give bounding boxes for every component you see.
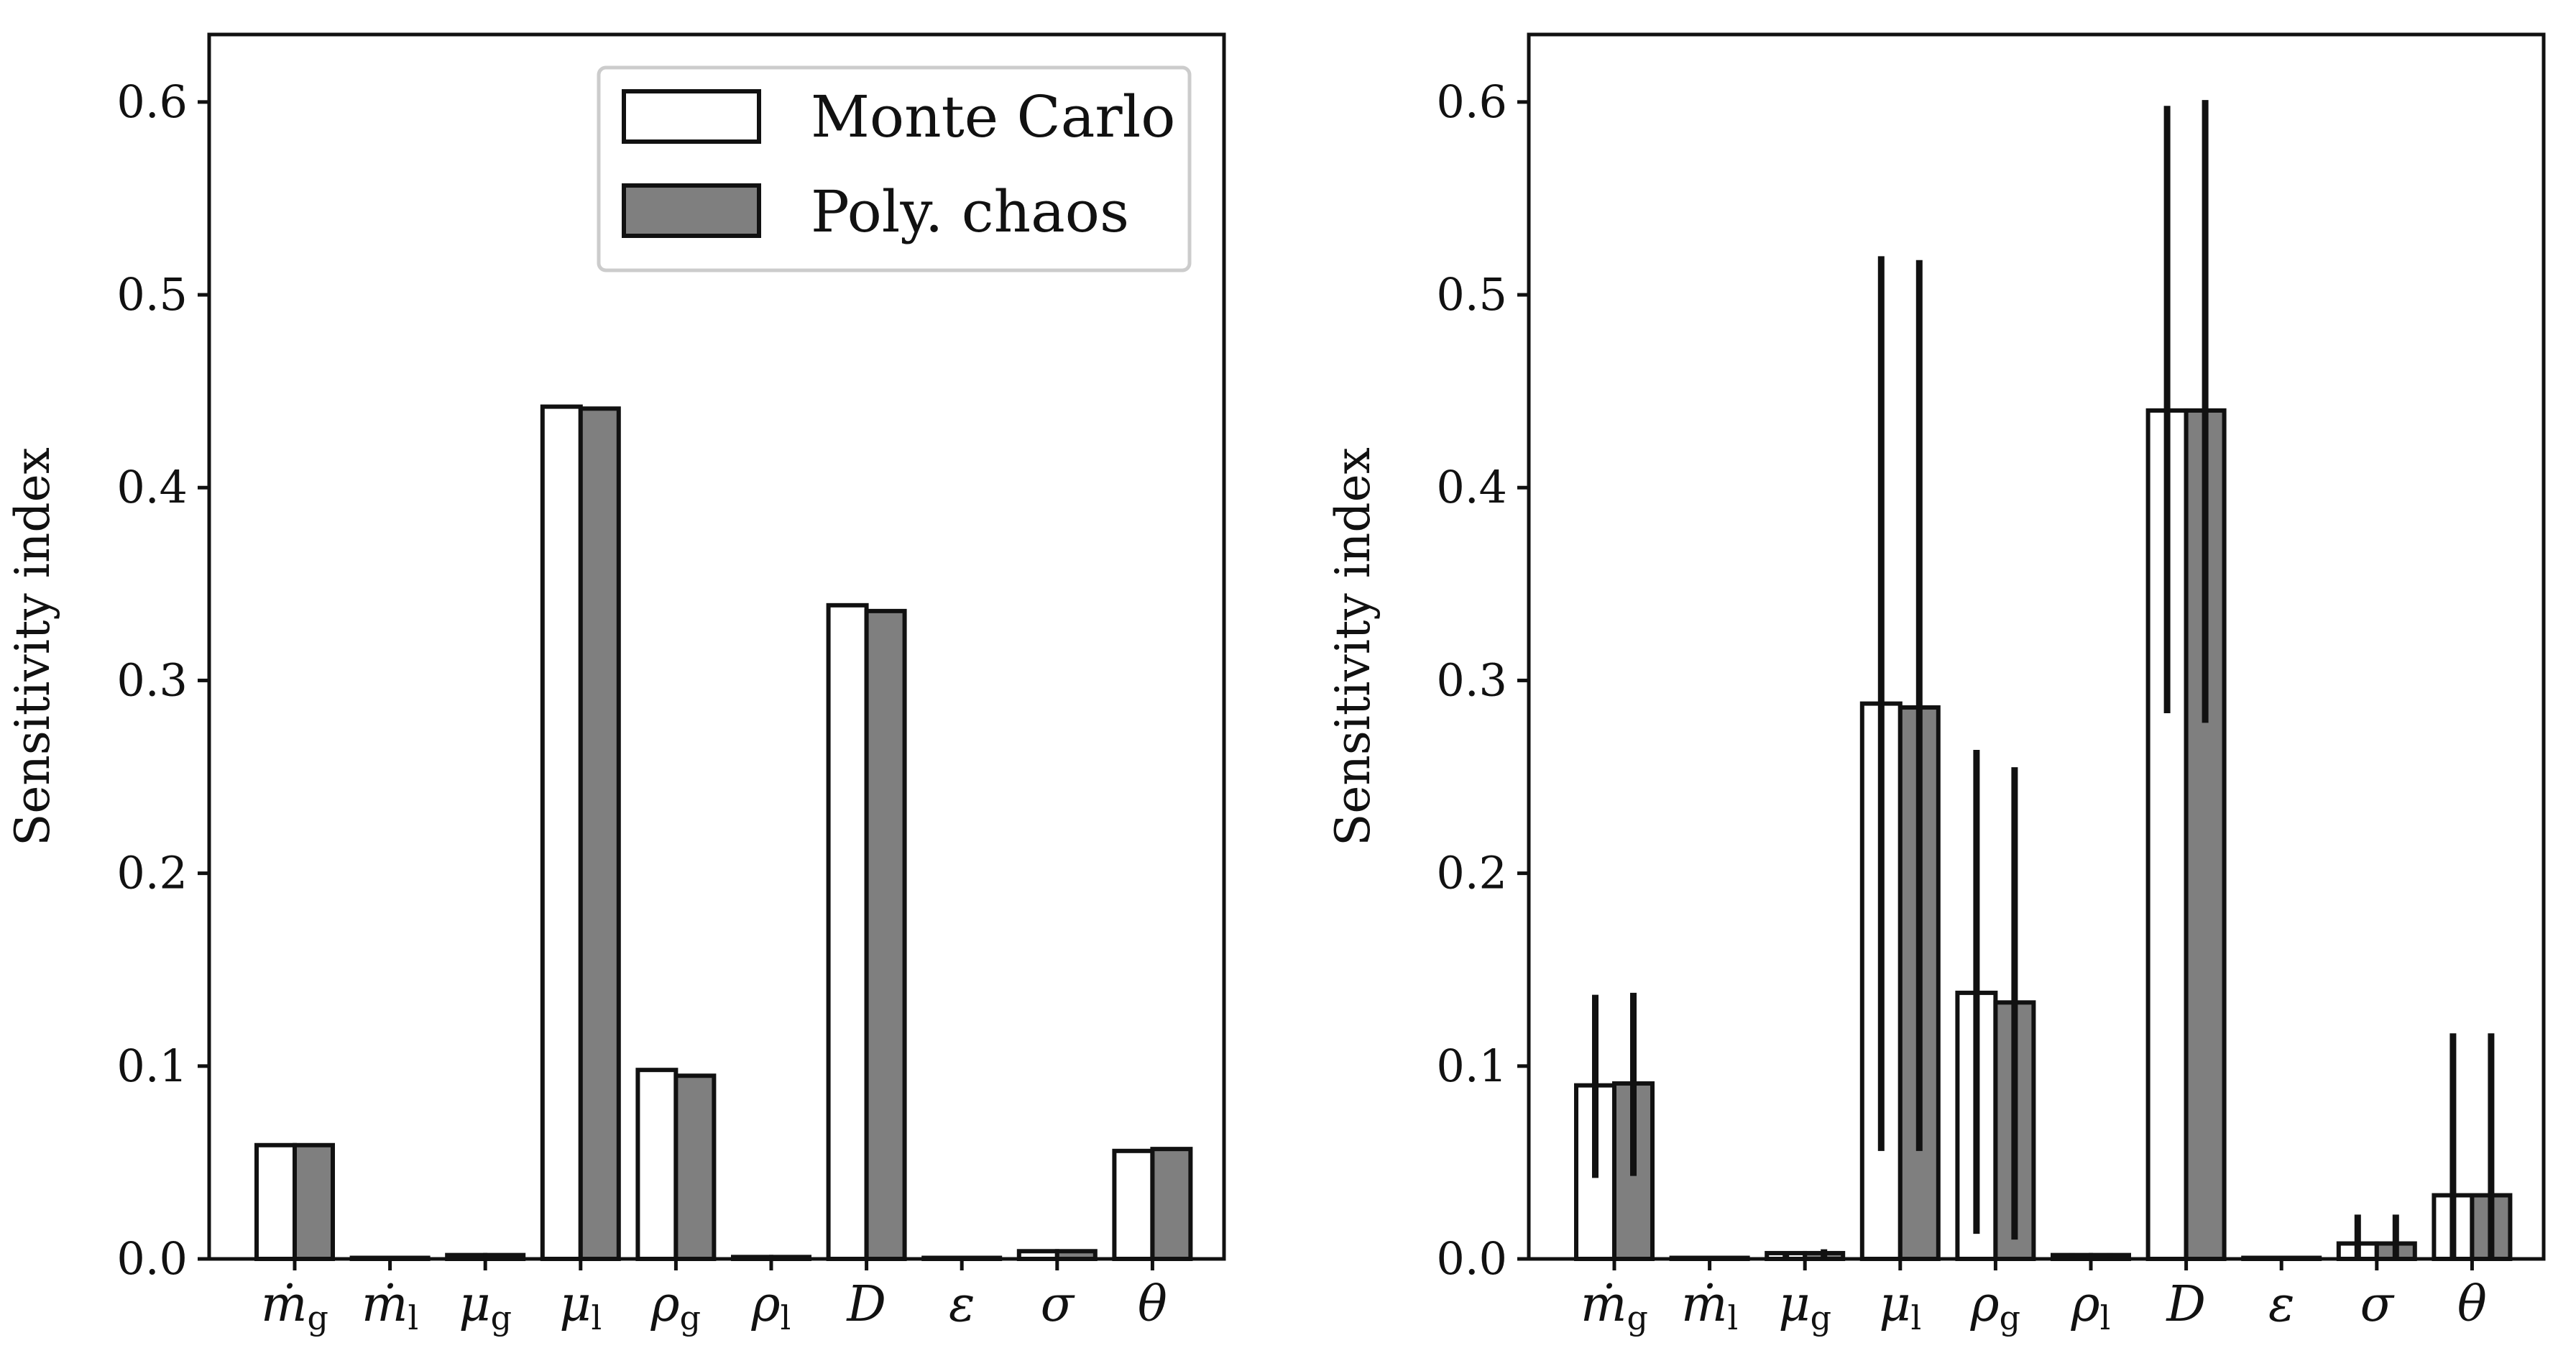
legend-swatch-poly-chaos — [622, 183, 761, 238]
plot-frame — [1527, 32, 2546, 1261]
x-tick-label: ṁg — [1581, 1276, 1648, 1337]
x-tick-label: θ — [2457, 1276, 2487, 1333]
legend: Monte Carlo Poly. chaos — [597, 65, 1192, 272]
bar-monte-carlo — [540, 404, 583, 1261]
bar-poly-chaos — [578, 406, 621, 1261]
x-tick-label: ε — [949, 1276, 975, 1333]
legend-swatch-monte-carlo — [622, 89, 761, 144]
x-tick-label: ρg — [650, 1276, 701, 1337]
y-tick-label: 0.5 — [1436, 268, 1507, 321]
x-tick-label: σ — [1041, 1276, 1075, 1333]
y-tick-label: 0.0 — [1436, 1232, 1507, 1285]
x-tick-label: μg — [459, 1276, 512, 1337]
x-tick-label: D — [2165, 1276, 2206, 1333]
y-tick-label: 0.5 — [116, 268, 188, 321]
bar-monte-carlo — [826, 602, 869, 1261]
x-tick-label: σ — [2360, 1276, 2395, 1333]
x-tick-label: μg — [1778, 1276, 1831, 1337]
y-tick-label: 0.3 — [116, 654, 188, 706]
x-tick-label: θ — [1138, 1276, 1167, 1333]
x-tick-label: ρl — [2071, 1276, 2111, 1337]
bar-poly-chaos — [293, 1142, 335, 1262]
panel-right-chart: 0.0 0.1 0.2 0.3 0.4 0.5 0.6 Sensitivity index ṁg… — [1325, 32, 2546, 1337]
x-tick-label: ρg — [1970, 1276, 2020, 1337]
y-axis-label: Sensitivity index — [1325, 447, 1381, 846]
bar-monte-carlo — [635, 1068, 678, 1261]
y-tick-label: 0.0 — [116, 1232, 188, 1285]
bar-poly-chaos — [1150, 1147, 1193, 1262]
y-tick-label: 0.6 — [1436, 75, 1507, 128]
y-tick-label: 0.6 — [116, 75, 188, 128]
legend-label-poly-chaos: Poly. chaos — [811, 178, 1129, 245]
y-tick-label: 0.2 — [116, 847, 188, 899]
x-tick-label: ε — [2268, 1276, 2295, 1333]
y-axis-label: Sensitivity index — [5, 447, 60, 846]
x-tick-label: ṁl — [1681, 1276, 1738, 1337]
bar-poly-chaos — [864, 608, 907, 1261]
x-tick-label: ṁg — [261, 1276, 328, 1337]
x-tick-label: μl — [559, 1276, 602, 1337]
bar-monte-carlo — [254, 1142, 297, 1262]
y-tick-label: 0.4 — [1436, 461, 1507, 513]
bar-monte-carlo — [1112, 1148, 1155, 1262]
y-tick-label: 0.4 — [116, 461, 188, 513]
bar-poly-chaos — [673, 1073, 717, 1261]
legend-label-monte-carlo: Monte Carlo — [811, 83, 1175, 150]
y-tick-label: 0.3 — [1436, 654, 1507, 706]
y-tick-label: 0.1 — [1436, 1040, 1507, 1092]
x-tick-label: ṁl — [362, 1276, 418, 1337]
plot-frame — [207, 32, 1226, 1261]
y-tick-label: 0.2 — [1436, 847, 1507, 899]
panel-left-chart: 0.0 0.1 0.2 0.3 0.4 0.5 0.6 Sensitivity index ṁg… — [5, 32, 1226, 1337]
x-tick-label: ρl — [751, 1276, 791, 1337]
x-tick-label: μl — [1879, 1276, 1921, 1337]
y-tick-label: 0.1 — [116, 1040, 188, 1092]
x-tick-label: D — [845, 1276, 886, 1333]
